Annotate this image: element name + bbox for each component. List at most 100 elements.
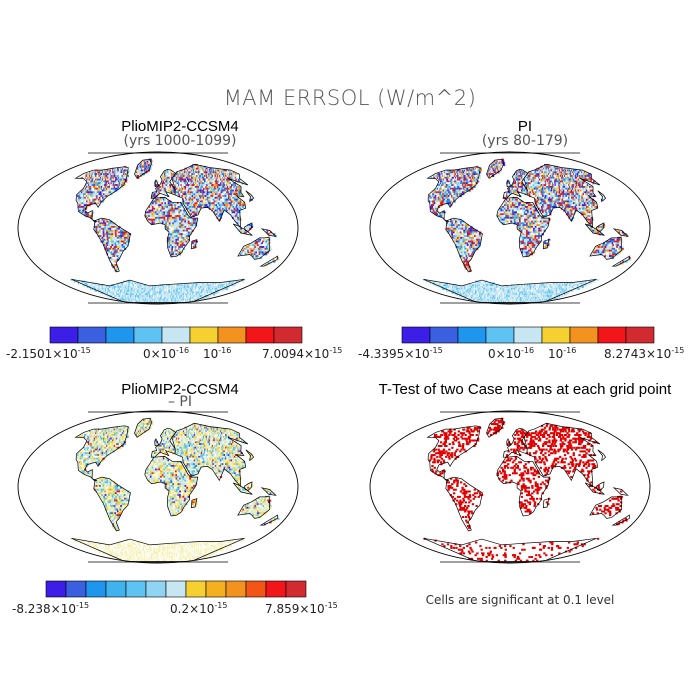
grid-cell — [180, 213, 183, 216]
grid-cell — [175, 240, 178, 243]
grid-cell — [264, 246, 267, 248]
grid-cell — [176, 184, 179, 187]
grid-cell — [119, 242, 122, 245]
grid-cell — [151, 218, 154, 221]
grid-cell — [197, 189, 200, 192]
grid-cell — [227, 191, 230, 194]
grid-cell — [100, 231, 104, 234]
grid-cell — [223, 207, 226, 210]
grid-cell — [193, 206, 196, 208]
grid-cell — [99, 196, 102, 199]
grid-cell — [227, 189, 230, 192]
grid-cell — [243, 206, 246, 208]
grid-cell — [106, 224, 109, 227]
grid-cell — [101, 235, 104, 238]
grid-cell — [198, 195, 202, 198]
grid-cell — [91, 191, 95, 194]
grid-cell — [219, 200, 223, 203]
grid-cell — [221, 198, 224, 201]
grid-cell — [213, 211, 216, 214]
grid-cell — [104, 231, 107, 234]
grid-cell — [82, 204, 85, 207]
grid-cell — [126, 244, 129, 247]
grid-cell — [257, 240, 260, 243]
grid-cell — [213, 207, 217, 210]
grid-cell — [107, 191, 110, 194]
grid-cell — [100, 198, 104, 201]
grid-cell — [101, 186, 104, 188]
grid-cell — [90, 191, 93, 194]
grid-cell — [150, 207, 153, 210]
grid-cell — [173, 220, 177, 223]
grid-cell — [203, 195, 206, 198]
grid-cell — [187, 233, 191, 236]
grid-cell — [199, 198, 202, 201]
grid-cell — [175, 193, 178, 196]
grid-cell — [210, 204, 213, 207]
grid-cell — [215, 167, 218, 170]
grid-cell — [205, 186, 208, 188]
grid-cell — [255, 255, 258, 258]
grid-cell — [206, 200, 209, 203]
grid-cell — [115, 236, 118, 239]
grid-cell — [221, 189, 224, 192]
grid-cell — [230, 213, 234, 216]
grid-cell — [162, 186, 165, 188]
grid-cell — [193, 211, 196, 214]
grid-cell — [172, 231, 175, 234]
grid-cell — [205, 196, 208, 199]
grid-cell — [173, 202, 177, 205]
grid-cell — [184, 184, 187, 187]
grid-cell — [92, 187, 95, 190]
grid-cell — [213, 184, 216, 187]
grid-cell — [254, 253, 257, 256]
grid-cell — [171, 187, 174, 190]
grid-cell — [156, 213, 159, 216]
grid-cell — [80, 195, 83, 198]
grid-cell — [221, 206, 224, 208]
grid-cell — [123, 246, 126, 248]
grid-cell — [95, 227, 98, 230]
grid-cell — [76, 200, 80, 203]
grid-cell — [236, 215, 239, 218]
grid-cell — [222, 207, 225, 210]
grid-cell — [213, 189, 216, 192]
grid-cell — [242, 182, 246, 185]
grid-cell — [187, 216, 190, 219]
grid-cell — [229, 198, 232, 201]
figure-title: MAM ERRSOL (W/m^2) — [223, 86, 477, 110]
grid-cell — [158, 213, 161, 216]
grid-cell — [230, 207, 233, 210]
grid-cell — [116, 269, 119, 272]
grid-cell — [174, 247, 177, 250]
grid-cell — [197, 187, 200, 190]
grid-cell — [125, 178, 128, 181]
grid-cell — [168, 220, 171, 223]
grid-cell — [81, 196, 84, 199]
grid-cell — [194, 198, 197, 201]
grid-cell — [249, 227, 252, 230]
grid-cell — [208, 198, 211, 201]
grid-cell — [266, 247, 269, 250]
grid-cell — [192, 191, 196, 194]
grid-cell — [192, 213, 195, 216]
grid-cell — [231, 209, 234, 212]
grid-cell — [107, 233, 111, 236]
grid-cell — [111, 227, 114, 230]
grid-cell — [182, 227, 186, 230]
grid-cell — [209, 195, 212, 198]
grid-cell — [239, 202, 242, 205]
grid-cell — [189, 227, 192, 230]
grid-cell — [211, 206, 214, 208]
grid-cell — [237, 180, 240, 183]
grid-cell — [102, 231, 105, 234]
grid-cell — [186, 204, 190, 207]
grid-cell — [98, 200, 101, 203]
grid-cell — [79, 206, 82, 208]
grid-cell — [163, 220, 166, 223]
grid-cell — [218, 184, 221, 187]
grid-cell — [103, 246, 106, 248]
grid-cell — [203, 184, 207, 187]
grid-cell — [236, 207, 239, 210]
grid-cell — [215, 207, 218, 210]
